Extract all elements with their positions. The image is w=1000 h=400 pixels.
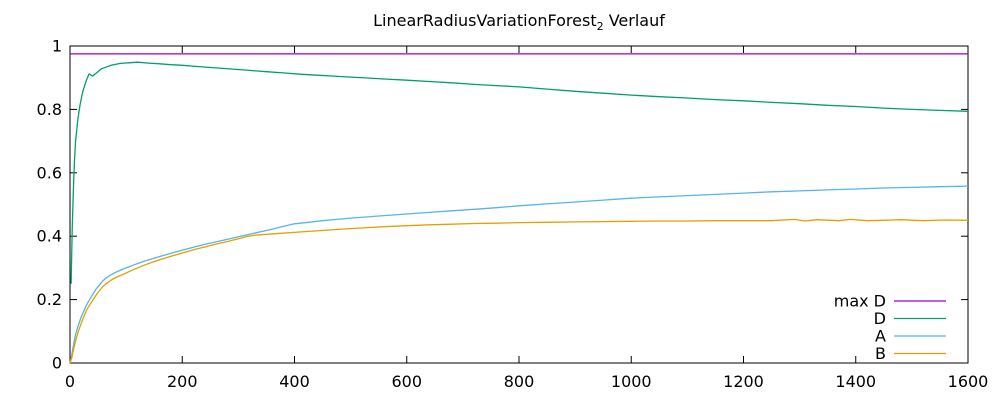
y-tick-label: 0.4 xyxy=(37,227,62,246)
y-tick-label: 0.6 xyxy=(37,163,62,182)
chart-title: LinearRadiusVariationForest2 Verlauf xyxy=(70,11,968,34)
y-tick-label: 0.8 xyxy=(37,100,62,119)
x-tick-label: 600 xyxy=(391,372,422,391)
series-line-a xyxy=(69,185,969,364)
y-tick-label: 0.2 xyxy=(37,290,62,309)
chart-title-subscript: 2 xyxy=(596,20,604,34)
x-tick-label: 0 xyxy=(65,372,75,391)
legend-label-max-d: max D xyxy=(834,292,886,311)
x-tick-label: 200 xyxy=(167,372,198,391)
x-tick-label: 1000 xyxy=(611,372,652,391)
y-tick-label: 0 xyxy=(52,354,62,373)
x-tick-label: 1200 xyxy=(723,372,764,391)
x-tick-label: 1400 xyxy=(835,372,876,391)
x-tick-label: 1600 xyxy=(948,372,989,391)
x-tick-label: 800 xyxy=(504,372,535,391)
legend-label-d: D xyxy=(874,309,886,328)
chart-title-suffix: Verlauf xyxy=(603,11,665,30)
plot-border xyxy=(69,45,969,364)
legend-label-a: A xyxy=(875,327,886,346)
legend-label-b: B xyxy=(875,344,886,363)
series-line-d xyxy=(70,61,969,284)
chart-title-main: LinearRadiusVariationForest xyxy=(373,11,597,30)
series-line-b xyxy=(69,218,969,364)
x-tick-label: 400 xyxy=(279,372,310,391)
y-tick-label: 1 xyxy=(52,37,62,56)
